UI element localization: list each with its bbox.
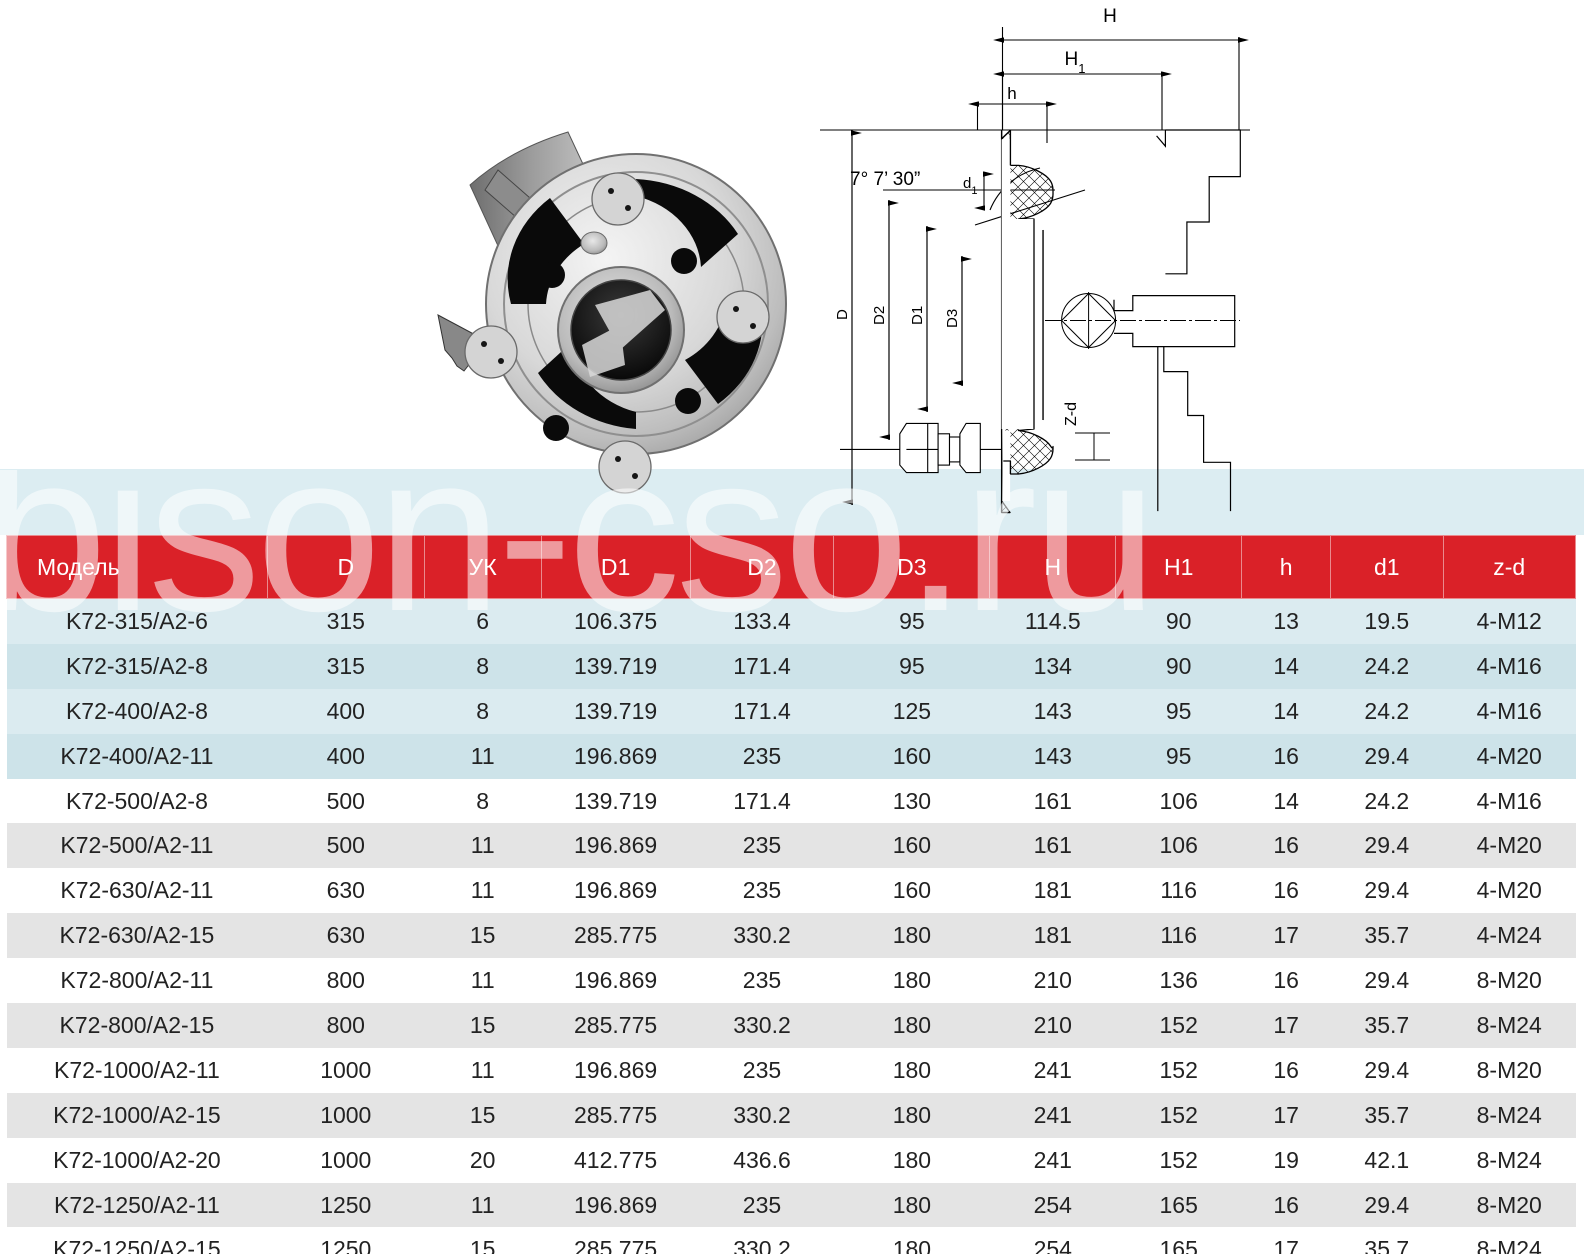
svg-text:Z-d: Z-d	[1063, 402, 1080, 426]
svg-text:h: h	[1007, 84, 1016, 103]
svg-text:D1: D1	[909, 306, 926, 325]
svg-text:H1: H1	[1065, 49, 1086, 76]
svg-text:D2: D2	[871, 306, 888, 325]
svg-text:D3: D3	[944, 309, 961, 328]
svg-text:d1: d1	[963, 175, 977, 197]
svg-text:H: H	[1103, 6, 1117, 27]
svg-text:D: D	[834, 309, 851, 320]
svg-text:7° 7’ 30”: 7° 7’ 30”	[850, 169, 920, 190]
